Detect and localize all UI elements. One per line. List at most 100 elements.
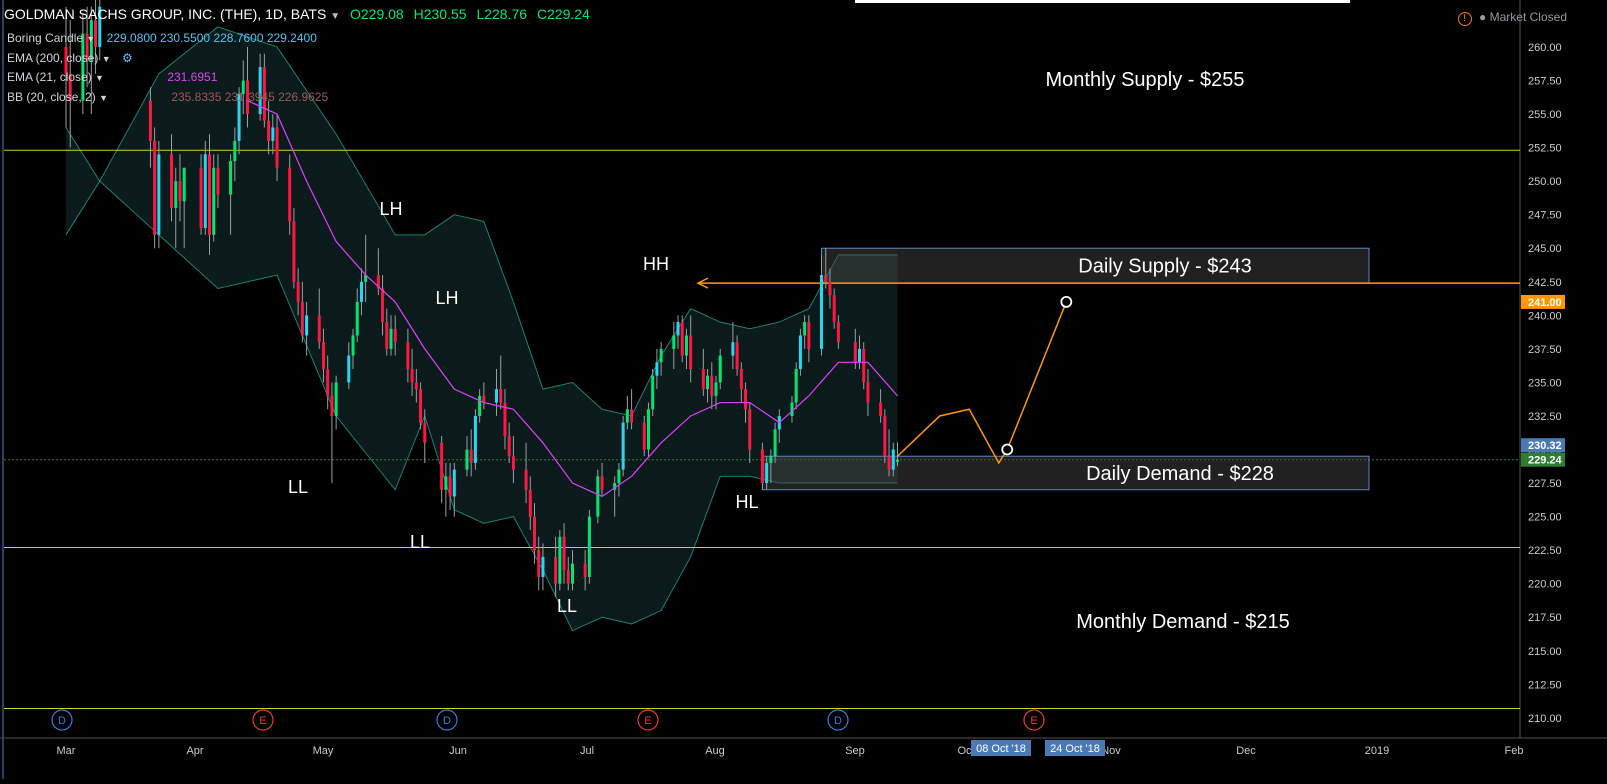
y-tick-label: 240.00 <box>1528 310 1562 322</box>
candle-body <box>364 275 368 282</box>
zone-label: Daily Demand - $228 <box>1086 463 1274 485</box>
candle-body <box>528 489 532 517</box>
chevron-down-icon[interactable]: ▼ <box>95 73 104 83</box>
x-tick-label: Aug <box>705 745 725 757</box>
candle-body <box>478 395 482 416</box>
y-tick-label: 247.50 <box>1528 210 1562 222</box>
candle-body <box>832 295 836 323</box>
settings-icon[interactable]: ⚙ <box>121 51 133 65</box>
candle-body <box>630 409 634 423</box>
candle-body <box>199 167 203 229</box>
candle-body <box>533 516 537 551</box>
candle-body <box>208 154 212 235</box>
candle-body <box>862 348 866 383</box>
candle-body <box>794 369 798 403</box>
indicator-values: 231.6951 <box>167 70 218 84</box>
x-tick-label: Mar <box>57 745 76 757</box>
y-tick-label: 255.00 <box>1528 109 1562 121</box>
swing-label: LL <box>410 532 430 552</box>
indicator-row[interactable]: EMA (21, close) ▼ 231.6951 <box>7 70 217 84</box>
x-tick-label: Dec <box>1236 745 1256 757</box>
y-tick-label: 220.00 <box>1528 579 1562 591</box>
chevron-down-icon[interactable]: ▼ <box>101 54 111 64</box>
y-tick-label: 222.50 <box>1528 545 1562 557</box>
indicator-row[interactable]: Boring Candle ▼ 229.0800 230.5500 228.76… <box>7 31 317 45</box>
indicator-name[interactable]: BB (20, close, 2) <box>7 90 96 104</box>
candle-body <box>355 301 359 336</box>
y-tick-label: 242.50 <box>1528 277 1562 289</box>
candle-body <box>824 275 828 282</box>
hh-arrow-head <box>696 277 709 289</box>
y-tick-label: 260.00 <box>1528 42 1562 54</box>
alert-icon: ! <box>1457 12 1472 26</box>
candle-body <box>157 154 161 235</box>
candle-body <box>499 389 503 403</box>
candle-body <box>718 355 722 383</box>
event-marker-icon <box>252 709 274 731</box>
candle-body <box>562 536 566 571</box>
date-tag <box>1045 740 1105 756</box>
ohlc-open: O229.08 <box>350 6 404 22</box>
symbol-dropdown-icon[interactable]: ▼ <box>330 11 341 22</box>
candle-body <box>271 127 275 141</box>
monthly-supply-label: Monthly Supply - $255 <box>1045 69 1244 91</box>
x-tick-label: Apr <box>186 745 203 757</box>
y-tick-label: 235.00 <box>1528 377 1562 389</box>
y-tick-label: 250.00 <box>1528 176 1562 188</box>
candle-body <box>452 469 456 497</box>
candle-body <box>292 221 296 282</box>
bb-upper-line <box>65 26 898 417</box>
event-marker-icon <box>1023 709 1045 731</box>
candle-body <box>836 322 840 343</box>
y-tick-label: 257.50 <box>1528 76 1562 88</box>
candle-body <box>760 449 764 484</box>
candle-body <box>642 422 646 450</box>
top-edge-bar <box>855 0 1350 3</box>
candle-body <box>680 322 684 356</box>
y-tick-label: 252.50 <box>1528 143 1562 155</box>
symbol-title[interactable]: GOLDMAN SACHS GROUP, INC. (THE), 1D, BAT… <box>4 6 327 22</box>
projection-node <box>1001 443 1014 456</box>
candle-body <box>714 382 718 396</box>
candle-body <box>359 281 363 302</box>
indicator-row[interactable]: BB (20, close, 2) ▼ 235.8335 231.3945 22… <box>7 90 328 104</box>
chevron-down-icon[interactable]: ▼ <box>99 93 108 103</box>
swing-label: LH <box>435 288 458 308</box>
candle-body <box>803 322 807 336</box>
indicator-name[interactable]: EMA (200, close) <box>7 51 99 65</box>
candle-body <box>321 342 325 369</box>
indicator-name[interactable]: Boring Candle <box>7 31 84 45</box>
candle-body <box>153 140 157 235</box>
y-tick-label: 217.50 <box>1528 612 1562 624</box>
zone-box <box>761 455 1370 491</box>
indicator-name[interactable]: EMA (21, close) <box>7 70 92 84</box>
candle-body <box>381 288 385 323</box>
price-tag-label: 230.32 <box>1528 440 1562 452</box>
candle-body <box>689 335 693 369</box>
projection-path <box>896 301 1068 465</box>
candle-body <box>866 382 870 403</box>
candle-body <box>887 456 891 470</box>
x-tick-label: Nov <box>1101 745 1121 757</box>
candle-body <box>229 161 233 195</box>
candle-body <box>503 402 507 437</box>
candle-body <box>744 389 748 410</box>
candle-body <box>596 476 600 517</box>
projection-node <box>1060 296 1073 308</box>
event-marker-icon <box>436 709 458 731</box>
candle-body <box>570 563 574 584</box>
candle-body <box>393 328 397 343</box>
candle-body <box>267 120 271 141</box>
swing-label: LH <box>379 199 402 219</box>
candle-body <box>241 80 245 94</box>
candle-body <box>646 409 650 450</box>
indicator-row[interactable]: EMA (200, close) ▼ ⚙ <box>7 51 133 65</box>
ohlc-high: H230.55 <box>413 6 467 22</box>
chevron-down-icon[interactable]: ▼ <box>86 34 96 44</box>
event-marker-icon <box>827 709 849 731</box>
date-tag-label: 24 Oct '18 <box>1050 743 1100 755</box>
candle-body <box>617 469 621 484</box>
symbol-header: GOLDMAN SACHS GROUP, INC. (THE), 1D, BAT… <box>4 6 590 22</box>
